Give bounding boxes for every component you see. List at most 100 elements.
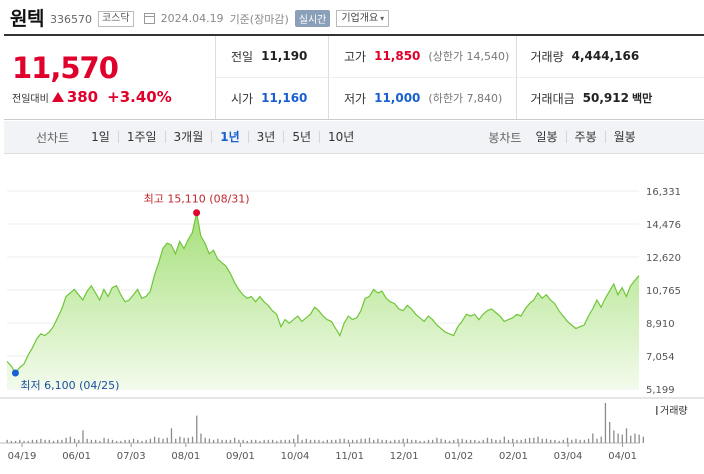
volume-bar — [171, 428, 172, 443]
volume-bar — [276, 441, 277, 443]
quote-cell-sub: 백만 — [632, 90, 652, 106]
volume-bar — [550, 440, 551, 443]
volume-bar — [289, 440, 290, 443]
volume-bar — [183, 438, 184, 443]
volume-bar — [499, 440, 500, 443]
volume-bar — [339, 439, 340, 443]
volume-bar — [369, 438, 370, 443]
period-option-1일[interactable]: 1일 — [83, 131, 118, 143]
volume-bar — [487, 438, 488, 443]
quote-cell-sub: (하한가 7,840) — [428, 90, 502, 106]
stock-header: 원텍 336570 코스닥 2024.04.19 기준(장마감) 실시간 기업개… — [0, 0, 704, 34]
volume-bar — [11, 441, 12, 443]
volume-bar — [7, 440, 8, 443]
volume-bar — [537, 437, 538, 443]
price-area — [7, 213, 639, 389]
volume-bar — [32, 440, 33, 443]
y-tick-label: 8,910 — [646, 319, 675, 330]
quote-cell-value: 4,444,166 — [572, 49, 640, 63]
volume-bar — [57, 440, 58, 443]
volume-bar — [70, 437, 71, 443]
volume-bar — [407, 439, 408, 443]
volume-bar — [65, 438, 66, 443]
company-info-button[interactable]: 기업개요 ▾ — [336, 10, 389, 27]
volume-bar — [478, 441, 479, 443]
period-option-3년[interactable]: 3년 — [248, 131, 284, 143]
volume-bar — [255, 440, 256, 443]
volume-bar — [483, 440, 484, 443]
volume-bar — [554, 440, 555, 443]
volume-bar — [310, 440, 311, 443]
x-tick-label: 04/19 — [8, 451, 37, 462]
period-option-1주일[interactable]: 1주일 — [118, 131, 165, 143]
volume-bar — [251, 440, 252, 443]
max-price-marker — [193, 209, 200, 216]
volume-bar — [588, 439, 589, 443]
volume-bar — [525, 439, 526, 443]
quote-date: 2024.04.19 — [161, 12, 224, 25]
volume-bar — [280, 440, 281, 443]
period-option-3개월[interactable]: 3개월 — [165, 131, 212, 143]
realtime-button[interactable]: 실시간 — [295, 10, 331, 27]
volume-bar — [259, 441, 260, 443]
volume-bar — [234, 438, 235, 443]
period-option-5년[interactable]: 5년 — [283, 131, 319, 143]
calendar-icon — [144, 13, 155, 24]
company-info-label: 기업개요 — [341, 11, 378, 26]
volume-bar — [188, 438, 189, 443]
volume-bar — [162, 439, 163, 443]
volume-bar — [167, 438, 168, 443]
stock-code: 336570 — [50, 13, 92, 26]
period-option-1년[interactable]: 1년 — [211, 131, 247, 143]
volume-bar — [529, 438, 530, 443]
quote-cell-label: 저가 — [344, 90, 366, 107]
volume-bar — [242, 440, 243, 443]
volume-bar — [592, 434, 593, 443]
volume-bar — [575, 439, 576, 443]
volume-bar — [617, 434, 618, 443]
volume-bar — [508, 440, 509, 443]
volume-bar — [19, 440, 20, 443]
volume-bar — [78, 440, 79, 443]
volume-bar — [643, 437, 644, 443]
volume-bar — [466, 440, 467, 443]
x-tick-label: 12/01 — [390, 451, 419, 462]
period-option-10년[interactable]: 10년 — [319, 131, 362, 143]
volume-bar — [124, 440, 125, 443]
volume-bar — [133, 439, 134, 443]
quote-cell-value: 11,850 — [374, 49, 420, 63]
volume-bar — [230, 440, 231, 443]
volume-bar — [179, 437, 180, 443]
volume-bar — [453, 440, 454, 443]
volume-bar — [247, 441, 248, 443]
volume-bar — [209, 439, 210, 443]
volume-bar — [217, 439, 218, 443]
volume-bar — [28, 441, 29, 443]
volume-bar — [373, 440, 374, 443]
period-option-월봉[interactable]: 월봉 — [605, 131, 644, 143]
volume-bar — [116, 441, 117, 443]
volume-bar — [609, 422, 610, 443]
chevron-down-icon: ▾ — [380, 11, 384, 26]
volume-bar — [630, 436, 631, 443]
period-option-주봉[interactable]: 주봉 — [566, 131, 605, 143]
volume-bar — [129, 440, 130, 443]
volume-bar — [44, 440, 45, 443]
volume-bar — [542, 439, 543, 443]
volume-bar — [327, 440, 328, 443]
volume-legend: 거래량 — [660, 405, 688, 417]
volume-bar — [398, 440, 399, 443]
volume-bar — [344, 439, 345, 443]
volume-bar — [622, 435, 623, 443]
volume-bar — [306, 439, 307, 443]
volume-bar — [504, 437, 505, 443]
x-tick-label: 08/01 — [171, 451, 200, 462]
period-option-일봉[interactable]: 일봉 — [527, 131, 565, 143]
volume-bar — [394, 440, 395, 443]
